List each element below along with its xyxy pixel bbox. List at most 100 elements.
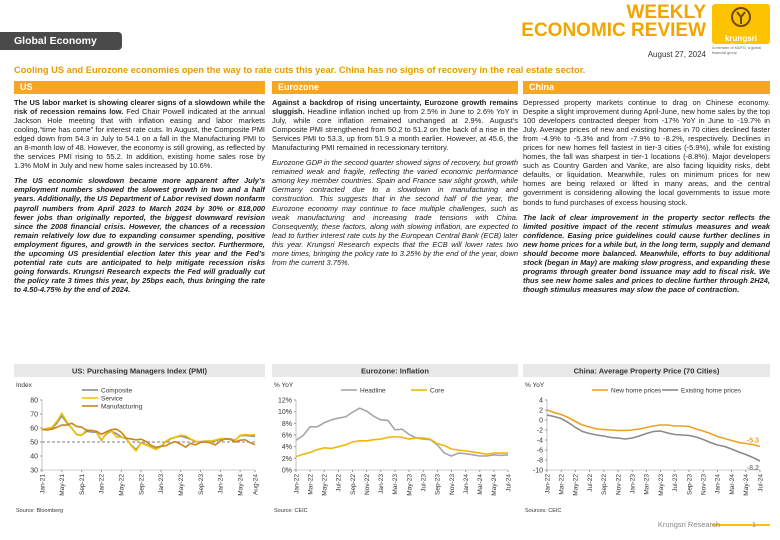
line-series	[546, 414, 761, 462]
section-header: Eurozone	[272, 81, 518, 94]
x-tick-label: May-21	[59, 474, 66, 496]
legend-label: Existing home prices	[681, 387, 742, 394]
paragraph: The US economic slowdown became more app…	[14, 176, 265, 294]
text-run: The US labor market is showing clearer s…	[14, 98, 265, 117]
y-tick-label: 10%	[278, 409, 292, 416]
y-tick-label: 30	[30, 468, 38, 475]
chart-title-bar	[523, 364, 770, 377]
y-axis-label: % YoY	[274, 382, 294, 389]
x-tick-label: Jan-24	[715, 474, 722, 494]
logo-name: krungsri	[724, 34, 757, 43]
x-tick-label: Nov-23	[701, 474, 708, 495]
y-tick-label: 4%	[282, 444, 292, 451]
chart-title: US: Purchasing Managers Index (PMI)	[72, 367, 208, 376]
source: Source: CEIC	[274, 508, 308, 514]
x-tick-label: Nov-22	[615, 474, 622, 495]
data-label: -5.3	[747, 438, 759, 445]
text-run: Eurozone GDP in the second quarter showe…	[272, 158, 518, 267]
x-tick-label: Jul-22	[587, 474, 594, 492]
x-tick-label: Mar-24	[477, 474, 484, 495]
y-tick-label: 8%	[282, 421, 292, 428]
x-tick-label: Jan-23	[158, 474, 165, 494]
text-run: The US economic slowdown became more app…	[14, 176, 265, 294]
y-tick-label: 70	[30, 412, 38, 419]
legend-label: New home prices	[611, 387, 662, 394]
x-tick-label: Nov-23	[449, 474, 456, 495]
paragraph: Depressed property markets continue to d…	[523, 98, 770, 207]
x-tick-label: Jan-23	[630, 474, 637, 494]
x-tick-label: May-23	[178, 474, 185, 496]
x-tick-label: Jan-22	[293, 474, 300, 494]
report-title: ECONOMIC REVIEW	[521, 20, 706, 41]
y-axis-label: Index	[16, 382, 33, 389]
y-tick-label: -4	[537, 438, 543, 445]
x-tick-label: May-22	[119, 474, 126, 496]
x-tick-label: Mar-23	[392, 474, 399, 495]
date: August 27, 2024	[647, 50, 706, 59]
x-tick-label: May-23	[406, 474, 413, 496]
x-tick-label: May-24	[491, 474, 498, 496]
chart-title-bar	[14, 364, 265, 377]
x-tick-label: Sep-23	[435, 474, 442, 495]
x-tick-label: May-24	[743, 474, 750, 496]
chart: Eurozone: Inflation % YoY Source: CEIC 0% 2%…	[272, 364, 518, 514]
data-label: -8.2	[747, 465, 759, 472]
line-series	[41, 411, 256, 453]
logo-tagline: A member of MUFG, a global financial gro…	[712, 46, 762, 55]
text-run: Depressed property markets continue to d…	[523, 98, 770, 207]
y-tick-label: -2	[537, 428, 543, 435]
paragraph: The lack of clear improvement in the pro…	[523, 213, 770, 294]
x-tick-label: Mar-22	[307, 474, 314, 495]
x-tick-label: May-23	[658, 474, 665, 496]
section-label: Global Economy	[0, 32, 122, 50]
y-tick-label: 80	[30, 398, 38, 405]
line-series	[41, 422, 256, 449]
x-tick-label: Jan-23	[378, 474, 385, 494]
logo-sub: Research	[730, 43, 752, 49]
y-tick-label: -10	[533, 468, 543, 475]
x-tick-label: Jan-24	[218, 474, 225, 494]
section-header: US	[14, 81, 265, 94]
logo: krungsri Research	[712, 4, 770, 49]
y-axis-label: % YoY	[525, 382, 545, 389]
x-tick-label: Sep-22	[138, 474, 145, 495]
text-run: The lack of clear improvement in the pro…	[523, 212, 770, 294]
x-tick-label: Mar-22	[559, 474, 566, 495]
page-number: 1	[751, 520, 756, 529]
x-tick-label: Jul-23	[421, 474, 428, 492]
y-tick-label: 12%	[278, 398, 292, 405]
x-tick-label: Sep-23	[198, 474, 205, 495]
legend-label: Service	[101, 395, 123, 402]
x-tick-label: Sep-22	[601, 474, 608, 495]
chart: China: Average Property Price (70 Cities…	[523, 364, 770, 514]
text-column: Depressed property markets continue to d…	[523, 98, 770, 360]
line-series	[41, 414, 256, 451]
paragraph: Eurozone GDP in the second quarter showe…	[272, 158, 518, 267]
footer-bar	[712, 524, 770, 526]
y-tick-label: -8	[537, 458, 543, 465]
x-tick-label: Jul-24	[505, 474, 512, 492]
x-tick-label: Sep-22	[350, 474, 357, 495]
legend-label: Headline	[360, 387, 386, 394]
line-series	[546, 409, 761, 448]
legend-label: Manufacturing	[101, 403, 143, 410]
section-header: China	[523, 81, 770, 94]
line-series	[295, 407, 509, 457]
x-tick-label: Jan-21	[39, 474, 46, 494]
report-title: WEEKLY	[626, 2, 706, 23]
chart-title-bar	[272, 364, 518, 377]
y-tick-label: 6%	[282, 433, 292, 440]
source: Source: Bloomberg	[16, 508, 63, 514]
y-tick-label: 0%	[282, 468, 292, 475]
y-tick-label: 60	[30, 426, 38, 433]
x-tick-label: May-22	[573, 474, 580, 496]
x-tick-label: Sep-21	[79, 474, 86, 495]
x-tick-label: Sep-23	[686, 474, 693, 495]
y-tick-label: 40	[30, 454, 38, 461]
x-tick-label: Jul-23	[672, 474, 679, 492]
x-tick-label: Mar-24	[729, 474, 736, 495]
chart-title: Eurozone: Inflation	[361, 367, 429, 376]
x-tick-label: May-24	[237, 474, 244, 496]
x-tick-label: Jul-24	[757, 474, 764, 492]
